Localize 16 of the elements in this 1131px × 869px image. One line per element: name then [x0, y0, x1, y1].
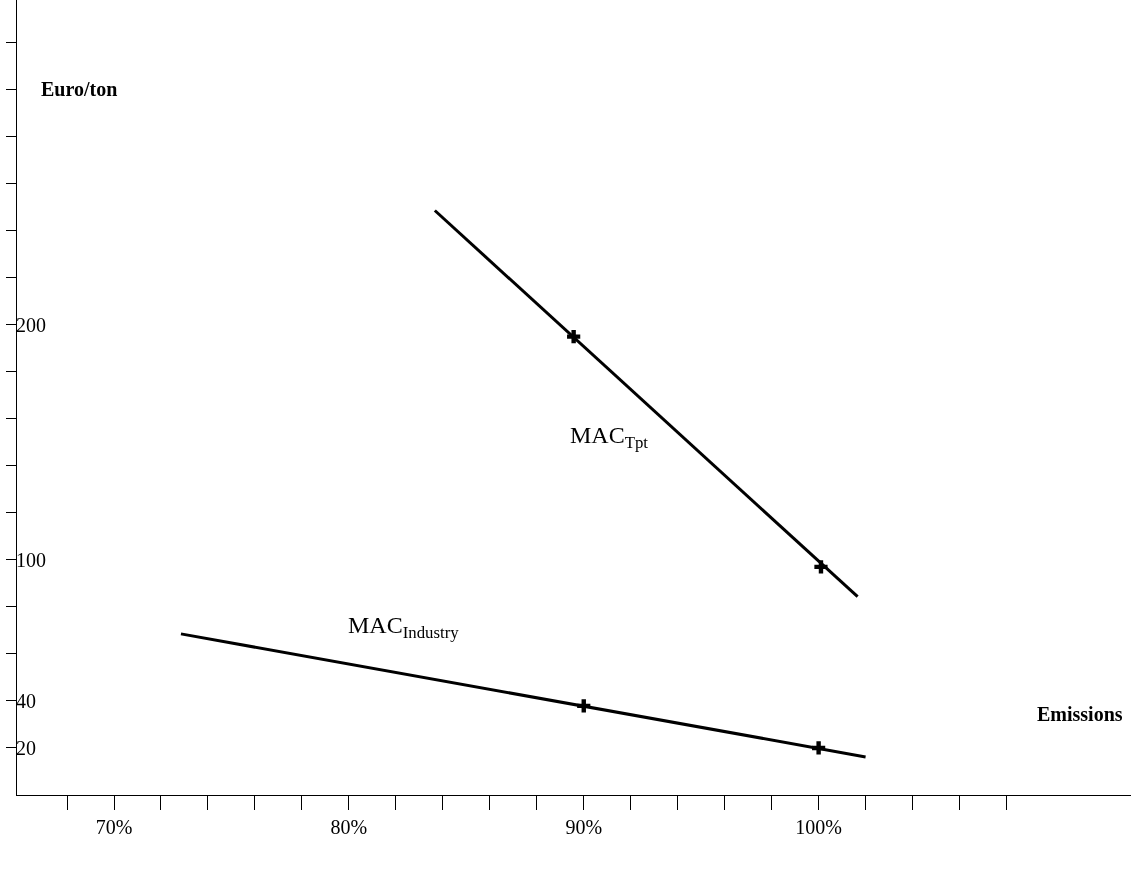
- y-tick-label: 200: [16, 313, 46, 336]
- point: [567, 329, 581, 344]
- y-tick-label: 40: [16, 689, 36, 712]
- x-tick-label: 90%: [565, 816, 603, 838]
- y-tick-label: 100: [16, 548, 46, 571]
- point: [814, 560, 828, 574]
- point: [577, 699, 591, 713]
- x-tick-label: 100%: [795, 816, 842, 838]
- x-axis-title: Emissions: [1037, 703, 1123, 725]
- annotation: MAC$_{Tpt}$: [570, 422, 649, 453]
- y-axis-title: Euro/ton: [41, 78, 118, 100]
- x-tick-label: 80%: [330, 816, 368, 838]
- x-tick-label: 70%: [95, 816, 133, 838]
- y-tick-label: 20: [16, 736, 36, 759]
- point: [812, 741, 826, 755]
- annotation: MAC$_{Industry}$: [348, 612, 460, 643]
